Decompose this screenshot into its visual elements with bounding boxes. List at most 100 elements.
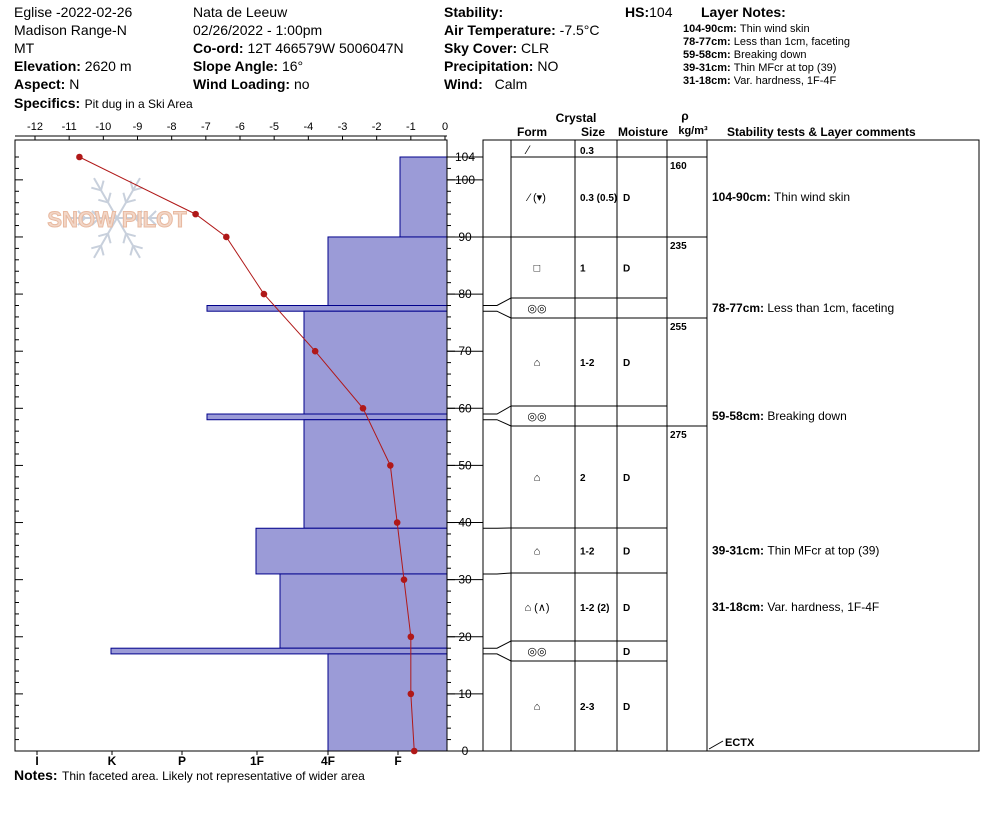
logo-text: SNOW PILOT [47,207,187,232]
layer-note-range: 39-31cm: [683,62,734,74]
temperature-axis: -12 -11 -10 -9 -8 -7 -6 -5 -4 -3 -2 -1 0 [15,121,448,140]
temp-tick-label: -4 [303,121,313,133]
density-rho-header: ρ [681,109,688,123]
hardness-bar [206,413,448,421]
aspect-value: N [69,76,80,92]
crystal-header: Crystal [556,111,597,125]
layer-form: ⌂ [534,546,541,558]
snowflake-arm [116,217,141,259]
layer-note-text: Var. hardness, 1F-4F [733,75,837,87]
hs-field: HS:104 [625,5,672,19]
snowflake-branch [77,210,86,219]
layer-form: ◎◎ [527,411,546,423]
layer-moisture: D [623,702,630,713]
hs-value: 104 [649,4,673,20]
elevation-value: 2620 m [84,58,132,74]
hardness-bar [303,419,448,529]
slope-field: Slope Angle: 16° [193,59,303,73]
specifics-label: Specifics: [14,95,81,111]
aspect-field: Aspect: N [14,77,79,91]
layer-note-item: 78-77cm: Less than 1cm, faceting [683,37,850,48]
depth-connector [483,310,512,319]
hardness-bar [279,573,448,649]
layer-comment-range: 31-18cm: [712,600,767,614]
specifics-field: Specifics: Pit dug in a Ski Area [14,96,193,112]
snowflake-branch [122,233,127,244]
hardness-bar [327,653,448,752]
notes-field: Notes: Thin faceted area. Likely not rep… [14,768,365,784]
temp-tick-label: 0 [442,121,448,133]
stability-field: Stability: [444,5,503,19]
snowflake-branch [91,244,102,250]
layer-size: 0.3 (0.5) [580,193,617,204]
snowflake-branch [91,210,100,219]
layer-note-text: Thin wind skin [739,23,810,35]
temp-tick-label: -7 [201,121,211,133]
layer-moisture: D [623,473,630,484]
hardness-tick-label: 4F [321,754,335,768]
temperature-point [387,462,394,469]
precipitation-label: Precipitation: [444,58,534,74]
temperature-line [79,156,415,752]
temp-tick-label: -10 [95,121,111,133]
snowflake-branch [134,210,143,219]
temp-tick-label: -2 [372,121,382,133]
layer-comment: 59-58cm: Breaking down [712,409,847,423]
layer-comment-text: Thin MFcr at top (39) [767,544,879,558]
hardness-bar [327,236,448,306]
snowflake-branch [107,233,112,244]
snowflake-branch [100,180,105,191]
temperature-point [410,747,418,755]
layer-comment-text: Var. hardness, 1F-4F [767,600,879,614]
range-name: Madison Range-N [14,22,127,38]
slope-value: 16° [281,58,304,74]
layer-comment: 39-31cm: Thin MFcr at top (39) [712,544,879,558]
layer-note-text: Less than 1cm, faceting [733,36,850,48]
wind-label: Wind: [444,76,483,92]
layer-note-text: Breaking down [733,49,807,61]
density-value: 160 [670,161,687,172]
snowflake-branch [148,217,157,226]
hardness-bar [206,305,448,312]
slope-label: Slope Angle: [193,58,279,74]
snowflake-arm [93,217,118,259]
moisture-header: Moisture [618,125,668,139]
chart-frames [14,139,980,752]
layer-notes-title: Layer Notes: [701,4,786,20]
snowflake-branch [129,245,134,256]
hardness-tick-label: I [35,754,38,768]
hardness-bar [303,310,448,415]
coord-field: Co-ord: 12T 466579W 5006047N [193,41,404,55]
hardness-tick-label: F [394,754,401,768]
aspect-label: Aspect: [14,76,66,92]
temperature-point [359,405,367,412]
hardness-tick-label: 1F [250,754,264,768]
layer-note-item: 104-90cm: Thin wind skin [683,24,810,35]
snowflake-branch [134,217,143,226]
temperature-point [311,347,319,355]
temp-tick-label: -8 [167,121,177,133]
snowflake-branch [77,217,86,226]
layer-size: 1-2 [580,547,595,558]
temperature-point [400,576,408,583]
layer-note-range: 78-77cm: [683,36,734,48]
layer-form: ◎◎ [527,303,546,315]
density-value: 255 [670,322,687,333]
wind-value: Calm [494,76,528,92]
temperature-point [260,290,268,298]
temperature-point [407,633,415,641]
air-temp-value: -7.5°C [559,22,600,38]
snowflake-branch [98,198,109,204]
density-unit-header: kg/m³ [678,125,708,137]
wind-loading-field: Wind Loading: no [193,77,310,91]
density-value: 235 [670,241,687,252]
snow-pilot-watermark: SNOW PILOT [47,177,188,259]
layer-form: ⌂ [534,357,541,369]
layer-note-text: Thin MFcr at top (39) [733,62,837,74]
snowflake-branch [132,186,143,192]
temp-tick-label: -9 [133,121,143,133]
layer-size: 2 [580,473,586,484]
snowflake-branch [125,232,136,238]
precipitation-value: NO [537,58,559,74]
air-temp-label: Air Temperature: [444,22,556,38]
